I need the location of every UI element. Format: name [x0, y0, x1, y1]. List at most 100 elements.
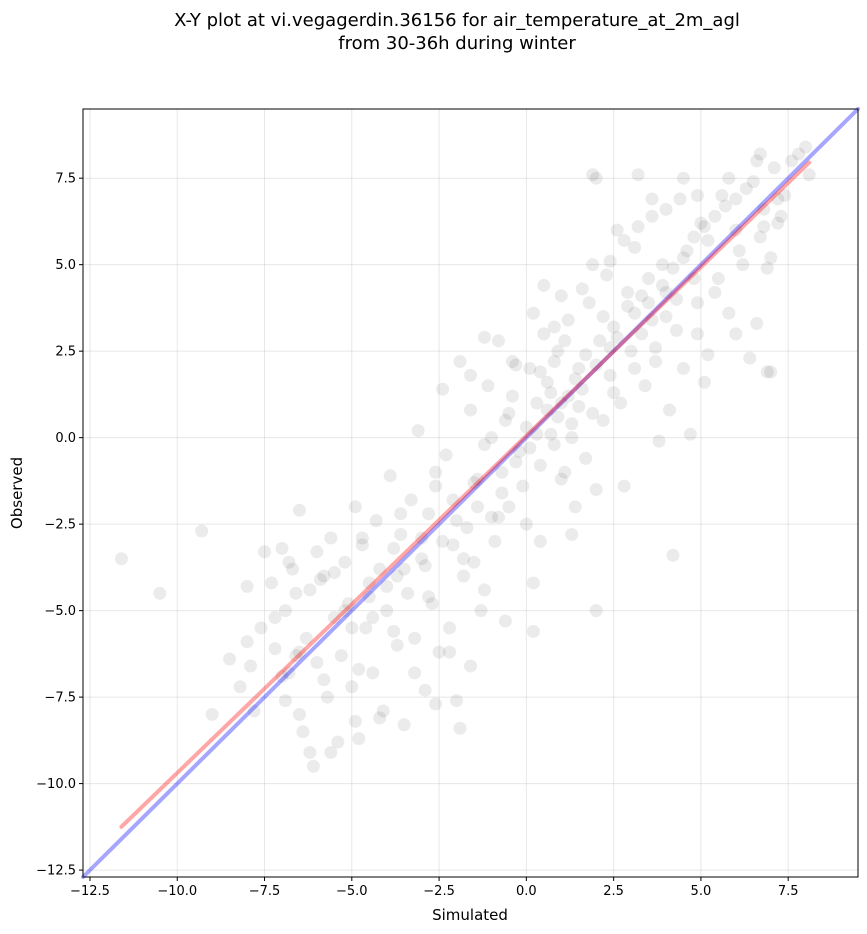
data-point	[292, 645, 306, 659]
x-tick-label: −12.5	[70, 884, 110, 899]
data-point	[757, 220, 771, 234]
data-point	[443, 645, 457, 659]
data-point	[296, 725, 310, 739]
x-tick-label: 2.5	[603, 884, 624, 899]
chart-title-line1: X-Y plot at vi.vegagerdin.36156 for air_…	[174, 10, 740, 31]
data-point	[348, 500, 362, 514]
data-point	[533, 458, 547, 472]
data-point	[408, 666, 422, 680]
data-point	[697, 375, 711, 389]
data-point	[746, 175, 760, 189]
data-point	[676, 251, 690, 265]
data-point	[589, 604, 603, 618]
data-point	[729, 327, 743, 341]
y-tick-label: 2.5	[55, 345, 76, 360]
data-point	[470, 472, 484, 486]
data-point	[621, 299, 635, 313]
data-point	[673, 192, 687, 206]
data-point	[488, 534, 502, 548]
data-point	[565, 528, 579, 542]
data-point	[443, 621, 457, 635]
data-point	[334, 649, 348, 663]
data-point	[530, 396, 544, 410]
data-point	[589, 171, 603, 185]
data-point	[387, 624, 401, 638]
data-point	[306, 759, 320, 773]
data-point	[498, 413, 512, 427]
data-point	[687, 272, 701, 286]
data-point	[282, 666, 296, 680]
data-point	[607, 320, 621, 334]
data-point	[554, 472, 568, 486]
data-point	[687, 230, 701, 244]
data-point	[669, 292, 683, 306]
data-point	[715, 188, 729, 202]
data-point	[649, 355, 663, 369]
data-point	[610, 223, 624, 237]
data-point	[802, 168, 816, 182]
y-axis-label: Observed	[8, 457, 26, 529]
data-point	[366, 666, 380, 680]
data-point	[397, 718, 411, 732]
data-point	[268, 642, 282, 656]
data-point	[240, 635, 254, 649]
data-point	[439, 448, 453, 462]
data-point	[404, 493, 418, 507]
data-point	[495, 465, 509, 479]
data-point	[526, 624, 540, 638]
data-point	[477, 583, 491, 597]
data-point	[495, 486, 509, 500]
data-point	[537, 327, 551, 341]
data-point	[348, 714, 362, 728]
data-point	[338, 604, 352, 618]
data-point	[464, 659, 477, 673]
data-point	[373, 711, 387, 725]
data-point	[446, 493, 460, 507]
data-point	[313, 572, 327, 586]
data-point	[380, 579, 394, 593]
data-point	[530, 427, 544, 441]
data-point	[551, 410, 565, 424]
data-point	[477, 330, 491, 344]
data-point	[484, 510, 498, 524]
data-point	[656, 258, 670, 272]
fit-line	[119, 160, 812, 829]
data-point	[474, 604, 488, 618]
data-point	[505, 389, 519, 403]
data-point	[610, 330, 624, 344]
data-point	[722, 171, 736, 185]
chart-title-line2: from 30-36h during winter	[338, 33, 576, 54]
data-point	[729, 223, 743, 237]
data-point	[589, 483, 603, 497]
data-point	[621, 285, 635, 299]
data-point	[460, 521, 474, 535]
data-point	[586, 168, 600, 182]
data-point	[268, 611, 282, 625]
data-point	[645, 192, 659, 206]
data-point	[771, 192, 785, 206]
data-point	[481, 379, 495, 393]
data-point	[422, 590, 436, 604]
data-point	[390, 569, 404, 583]
data-point	[638, 379, 652, 393]
data-point	[767, 161, 781, 175]
data-point	[244, 659, 258, 673]
data-point	[547, 438, 561, 452]
data-point	[676, 361, 690, 375]
data-point	[568, 372, 582, 386]
data-point	[551, 344, 565, 358]
data-point	[352, 732, 366, 746]
data-point	[771, 216, 785, 230]
x-tick-label: 5.0	[691, 884, 712, 899]
data-point	[289, 586, 303, 600]
data-point	[240, 579, 254, 593]
x-tick-label: −2.5	[423, 884, 455, 899]
data-point	[285, 562, 299, 576]
data-point	[394, 528, 408, 542]
data-point	[526, 306, 540, 320]
data-point	[572, 400, 586, 414]
data-point	[278, 604, 292, 618]
data-point	[722, 306, 736, 320]
y-tick-label: −5.0	[44, 604, 76, 619]
data-point	[418, 559, 432, 573]
